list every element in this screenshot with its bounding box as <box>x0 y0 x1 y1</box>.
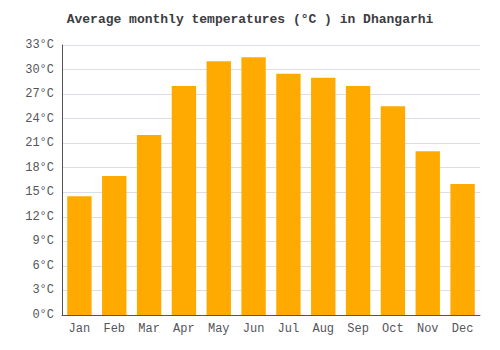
svg-text:18°C: 18°C <box>25 161 54 175</box>
svg-text:Dec: Dec <box>452 322 474 336</box>
svg-text:15°C: 15°C <box>25 185 54 199</box>
svg-text:Mar: Mar <box>138 322 160 336</box>
svg-text:6°C: 6°C <box>32 259 54 273</box>
svg-text:27°C: 27°C <box>25 87 54 101</box>
svg-text:Oct: Oct <box>382 322 404 336</box>
svg-text:Jul: Jul <box>278 322 300 336</box>
svg-text:Apr: Apr <box>173 322 195 336</box>
svg-text:Aug: Aug <box>312 322 334 336</box>
svg-text:24°C: 24°C <box>25 112 54 126</box>
svg-text:33°C: 33°C <box>25 38 54 52</box>
svg-text:Average monthly temperatures (: Average monthly temperatures (°C ) in Dh… <box>67 12 434 27</box>
svg-text:12°C: 12°C <box>25 210 54 224</box>
svg-text:Feb: Feb <box>103 322 125 336</box>
svg-text:30°C: 30°C <box>25 63 54 77</box>
svg-text:9°C: 9°C <box>32 234 54 248</box>
svg-text:Sep: Sep <box>347 322 369 336</box>
svg-text:Jun: Jun <box>243 322 265 336</box>
svg-text:0°C: 0°C <box>32 308 54 322</box>
svg-text:May: May <box>208 322 230 336</box>
svg-text:21°C: 21°C <box>25 136 54 150</box>
svg-text:Jan: Jan <box>69 322 91 336</box>
svg-text:Nov: Nov <box>417 322 439 336</box>
svg-text:3°C: 3°C <box>32 283 54 297</box>
